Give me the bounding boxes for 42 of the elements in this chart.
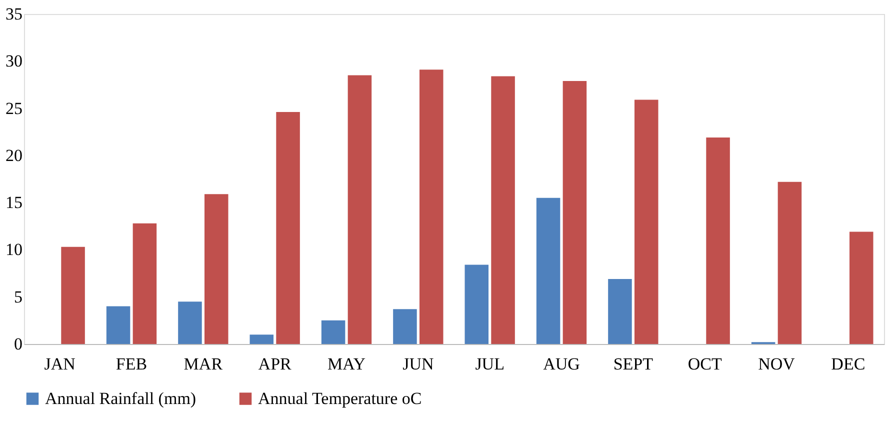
legend-label: Annual Temperature oC [258,388,422,408]
bar [778,182,802,344]
x-tick-label: MAR [184,354,224,374]
y-tick-label: 15 [6,193,22,212]
bar [491,76,515,344]
x-tick-label: OCT [688,354,722,374]
y-tick-label: 30 [6,52,22,71]
x-tick-label: JUL [475,354,504,374]
x-tick-label: APR [258,354,292,374]
bar [464,264,489,344]
bar [321,320,346,344]
x-tick-label: DEC [831,354,866,374]
bar [250,334,274,344]
y-tick-label: 20 [6,146,22,165]
bar [536,198,560,344]
legend-label: Annual Rainfall (mm) [45,388,196,408]
x-tick-label: JAN [44,354,76,374]
x-tick-label: JUN [402,354,434,374]
x-tick-label: MAY [327,354,366,374]
y-tick-label: 25 [6,98,22,118]
y-tick-label: 35 [6,4,22,24]
x-tick-label: SEPT [613,354,654,374]
y-tick-label: 0 [14,334,22,354]
bar [106,306,130,344]
bar [608,278,632,344]
bar [562,80,587,344]
x-tick-label: AUG [543,354,580,374]
bar [706,138,730,344]
bar [204,194,228,344]
bar [849,232,874,344]
bar [178,302,202,344]
bar [348,75,372,344]
bar [419,70,444,344]
bar [634,100,658,344]
bar [61,246,85,344]
x-tick-label: FEB [116,354,148,374]
y-tick-label: 10 [6,240,22,260]
bar [132,223,157,344]
x-tick-label: NOV [758,354,796,374]
bar [393,309,417,344]
bar [276,112,300,344]
y-tick-label: 5 [14,287,22,306]
